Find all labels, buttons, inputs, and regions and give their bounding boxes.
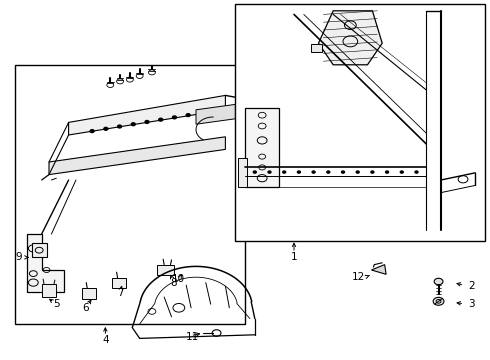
Circle shape	[297, 171, 300, 173]
Circle shape	[356, 171, 359, 173]
Circle shape	[327, 171, 330, 173]
Polygon shape	[157, 265, 174, 275]
Polygon shape	[49, 137, 225, 175]
Circle shape	[253, 171, 256, 173]
Circle shape	[433, 297, 444, 305]
Polygon shape	[69, 95, 225, 135]
Text: 7: 7	[117, 288, 123, 298]
Bar	[15, 65, 245, 324]
Circle shape	[159, 118, 163, 121]
Circle shape	[371, 171, 374, 173]
Polygon shape	[245, 108, 279, 187]
Polygon shape	[311, 44, 322, 52]
Polygon shape	[196, 104, 235, 124]
Circle shape	[131, 123, 135, 126]
Text: 6: 6	[82, 303, 89, 313]
Circle shape	[283, 171, 286, 173]
Circle shape	[104, 127, 108, 130]
Circle shape	[200, 111, 204, 114]
Polygon shape	[371, 265, 386, 274]
Circle shape	[386, 171, 389, 173]
Bar	[235, 4, 485, 241]
Text: 11: 11	[186, 332, 199, 342]
Circle shape	[90, 130, 94, 132]
Polygon shape	[42, 284, 56, 297]
Text: 3: 3	[468, 299, 475, 309]
Text: 9: 9	[15, 252, 22, 262]
Circle shape	[145, 121, 149, 123]
Text: 10: 10	[172, 274, 185, 284]
Text: 5: 5	[53, 299, 60, 309]
Polygon shape	[32, 243, 47, 257]
Circle shape	[172, 116, 176, 119]
Polygon shape	[238, 158, 247, 187]
Circle shape	[342, 171, 344, 173]
Circle shape	[400, 171, 403, 173]
Circle shape	[434, 278, 443, 285]
Text: 1: 1	[291, 252, 297, 262]
Polygon shape	[27, 234, 64, 292]
Text: 8: 8	[171, 278, 177, 288]
Circle shape	[415, 171, 418, 173]
Polygon shape	[112, 278, 126, 288]
Circle shape	[312, 171, 315, 173]
Text: 2: 2	[468, 281, 475, 291]
Circle shape	[186, 114, 190, 117]
Text: 12: 12	[352, 272, 365, 282]
Polygon shape	[318, 11, 382, 65]
Text: 4: 4	[102, 335, 109, 345]
Circle shape	[268, 171, 271, 173]
Polygon shape	[82, 288, 96, 299]
Circle shape	[118, 125, 122, 128]
